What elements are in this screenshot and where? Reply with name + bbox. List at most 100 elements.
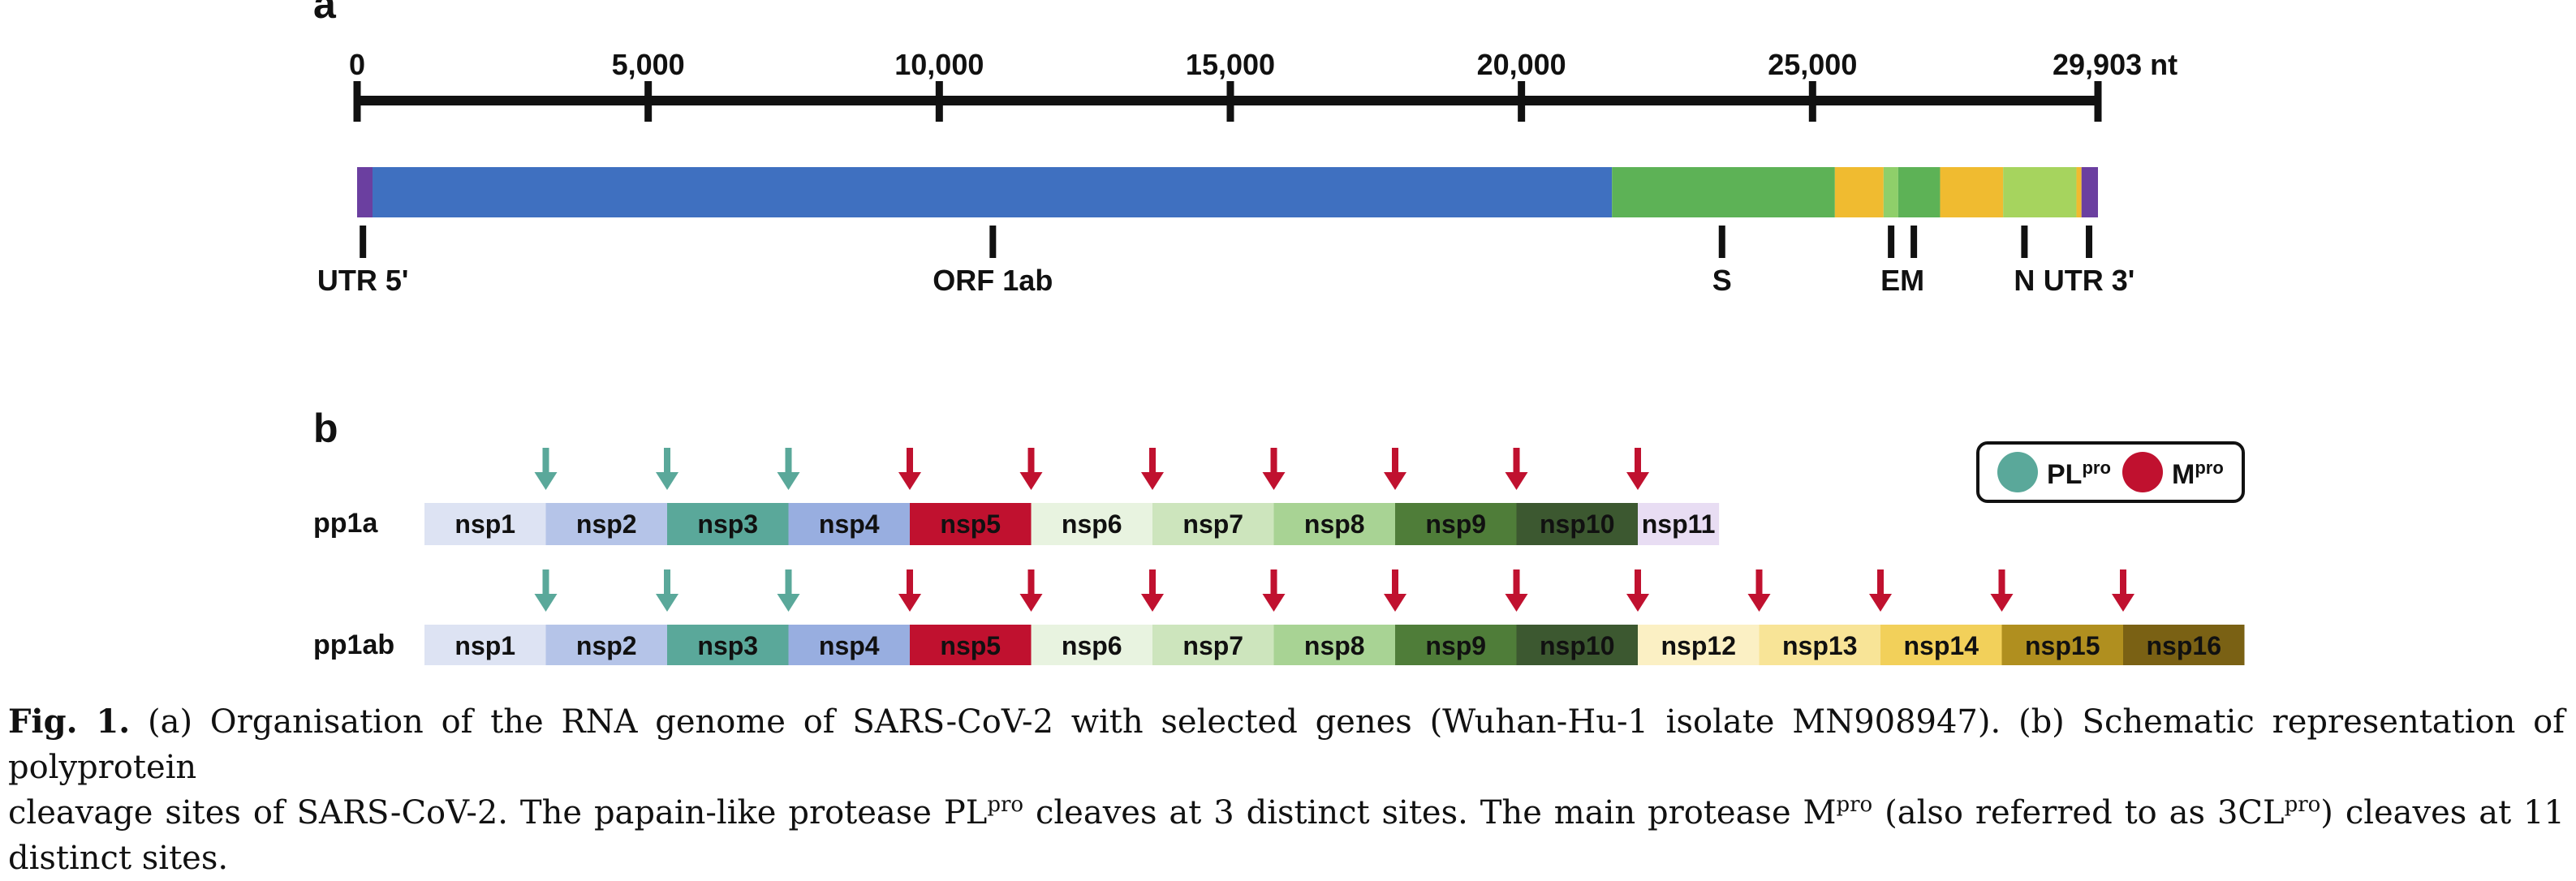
caption-fig-label: Fig. 1. [8,703,131,741]
legend-plpro-text: PL [2047,459,2082,490]
caption-text-2b: cleaves at 3 distinct sites. The main pr… [1023,794,1837,832]
nsp-label: nsp10 [1540,631,1614,660]
cleavage-arrow [1141,569,1164,612]
cleavage-arrow [1747,569,1771,612]
nsp-label: nsp6 [1062,509,1122,539]
nsp-label: nsp5 [940,631,1001,660]
nsp-label: nsp7 [1182,509,1243,539]
panel-a-label: a [313,0,337,27]
ruler-tick-label: 5,000 [612,48,685,81]
nsp-segment [1395,625,1517,665]
nsp-segment [1759,625,1880,665]
gene-label: N [2014,264,2035,297]
cleavage-arrow [1626,569,1649,612]
caption-sup-2: pro [1836,793,1873,817]
figure-caption: Fig. 1. (a) Organisation of the RNA geno… [8,699,2565,881]
polyprotein-pp1a: pp1a nsp1 nsp2 nsp3 nsp4 nsp5 nsp6 nsp7 nsp8 nsp9… [313,448,1720,545]
cleavage-arrow [1019,448,1043,490]
cleavage-arrow [1384,448,1406,490]
gene-label: S [1712,264,1732,297]
ruler-tick-label: 20,000 [1477,48,1566,81]
nsp-segment [424,503,546,545]
nsp-segment [788,625,910,665]
nsp-label: nsp3 [697,631,758,660]
nsp-segment [2001,625,2123,665]
legend-box [1976,441,2245,503]
genome-segment [357,167,373,217]
cleavage-arrow [777,448,800,490]
nsp-label: nsp1 [454,631,515,660]
nsp-segment [1273,625,1395,665]
ruler-tick-label: 29,903 nt [2053,48,2178,81]
nsp-label: nsp3 [697,509,758,539]
legend-mpro-text: M [2172,459,2195,490]
nsp-label: nsp9 [1425,509,1486,539]
nsp-label: nsp15 [2025,631,2100,660]
gene-label: EM [1880,264,1924,297]
ruler-tick-label: 15,000 [1186,48,1275,81]
legend-plpro-swatch [1997,452,2038,492]
cleavage-arrow [534,569,558,612]
nsp-segment [1516,625,1638,665]
gene-label: UTR 5' [317,264,409,297]
nsp-label: nsp7 [1182,631,1243,660]
cleavage-arrow [1384,569,1406,612]
caption-text-2c: (also referred to as 3CL [1872,794,2285,832]
cleavage-arrow [898,448,921,490]
nsp-segment [1273,503,1395,545]
nsp-segment [1516,503,1638,545]
genome-segment [2076,167,2082,217]
nsp-segment [1638,625,1760,665]
cleavage-arrow [656,569,678,612]
polyprotein-name: pp1a [313,508,378,539]
legend-mpro-label: Mpro [2172,458,2224,490]
caption-text-1: (a) Organisation of the RNA genome of SA… [8,703,2565,786]
genome-ruler: 0 5,000 10,000 15,000 20,000 25,000 29,903 nt [349,48,2178,122]
legend-mpro-sup: pro [2195,458,2223,478]
nsp-label: nsp4 [819,509,880,539]
nsp-segment [1031,503,1152,545]
cleavage-arrow [1505,448,1528,490]
gene-label: UTR 3' [2044,264,2135,297]
legend-plpro-sup: pro [2082,458,2110,478]
genome-bar [357,167,2098,217]
polyprotein-rows: pp1a nsp1 nsp2 nsp3 nsp4 nsp5 nsp6 nsp7 nsp8 nsp9… [313,448,2245,665]
cleavage-arrow [1990,569,2014,612]
cleavage-arrow [1262,448,1286,490]
nsp-label: nsp2 [576,631,637,660]
nsp-label: nsp1 [454,509,515,539]
nsp-label: nsp10 [1540,509,1614,539]
nsp-segment [910,503,1032,545]
nsp-segment [545,503,667,545]
genome-segment [1883,167,1898,217]
nsp-label: nsp9 [1425,631,1486,660]
nsp-label: nsp16 [2147,631,2221,660]
nsp-segment [667,625,789,665]
nsp-segment [1395,503,1517,545]
ruler-tick-label: 10,000 [894,48,984,81]
nsp-segment [667,503,789,545]
nsp-segment [2123,625,2245,665]
nsp-label: nsp14 [1904,631,1979,660]
nsp-segment [788,503,910,545]
cleavage-arrow [534,448,558,490]
polyprotein-pp1ab: pp1ab nsp1 nsp2 nsp3 nsp4 nsp5 nsp6 nsp7 nsp8 nsp… [313,569,2245,665]
genome-segment [2081,167,2098,217]
nsp-label: nsp6 [1062,631,1122,660]
caption-text-2a: cleavage sites of SARS-CoV-2. The papain… [8,794,988,832]
cleavage-arrow [1869,569,1892,612]
legend-mpro-swatch [2122,452,2163,492]
nsp-segment [910,625,1032,665]
cleavage-arrow [1262,569,1286,612]
nsp-segment [424,625,546,665]
nsp-label: nsp13 [1782,631,1857,660]
cleavage-arrow [777,569,800,612]
caption-line-2: cleavage sites of SARS-CoV-2. The papain… [8,790,2565,881]
nsp-label: nsp11 [1642,509,1716,539]
nsp-segment [545,625,667,665]
nsp-segment [1152,625,1274,665]
nsp-label: nsp8 [1304,509,1365,539]
gene-label: ORF 1ab [933,264,1053,297]
genome-segment [1612,167,1835,217]
nsp-label: nsp4 [819,631,880,660]
